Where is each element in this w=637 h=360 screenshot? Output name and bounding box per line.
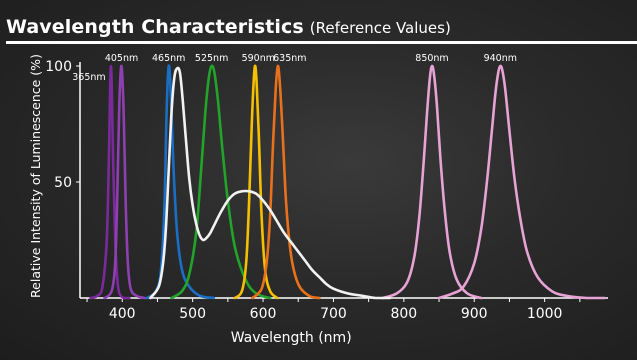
x-tick-label: 600 (250, 306, 277, 322)
title-underline (6, 41, 637, 44)
peak-label-635nm: 635nm (273, 53, 306, 64)
x-tick-label: 1000 (527, 306, 563, 322)
curve-850nm (381, 64, 483, 300)
y-tick-label: 100 (45, 59, 72, 75)
x-tick-label: 400 (109, 306, 136, 322)
chart-subtitle: (Reference Values) (309, 19, 451, 37)
peak-label-525nm: 525nm (195, 53, 228, 64)
peak-label-590nm: 590nm (242, 53, 275, 64)
spectral-curves (89, 64, 606, 300)
peak-label-850nm: 850nm (415, 53, 448, 64)
curve-525nm (170, 64, 272, 300)
curve-white (149, 66, 392, 300)
x-tick-label: 800 (390, 306, 417, 322)
chart-header: Wavelength Characteristics (Reference Va… (6, 16, 451, 42)
x-tick-label: 900 (461, 306, 488, 322)
y-tick-label: 50 (54, 175, 72, 191)
curve-365nm (89, 64, 131, 300)
curve-465nm (145, 64, 216, 300)
peak-label-365nm: 365nm (72, 72, 105, 83)
peak-label-405nm: 405nm (105, 53, 138, 64)
curve-940nm (437, 64, 606, 300)
curve-635nm (251, 64, 321, 300)
peak-label-940nm: 940nm (484, 53, 517, 64)
x-tick-label: 500 (179, 306, 206, 322)
x-axis-label: Wavelength (nm) (231, 330, 352, 346)
y-axis-label: Relative Intensity of Luminescence (%) (28, 54, 43, 298)
curve-405nm (103, 64, 147, 300)
peak-label-465nm: 465nm (152, 53, 185, 64)
chart-title: Wavelength Characteristics (6, 16, 304, 38)
axes: 400 500 600 700 800 900 1000 50 100 Wavelength (n… (28, 54, 608, 346)
x-tick-label: 700 (320, 306, 347, 322)
